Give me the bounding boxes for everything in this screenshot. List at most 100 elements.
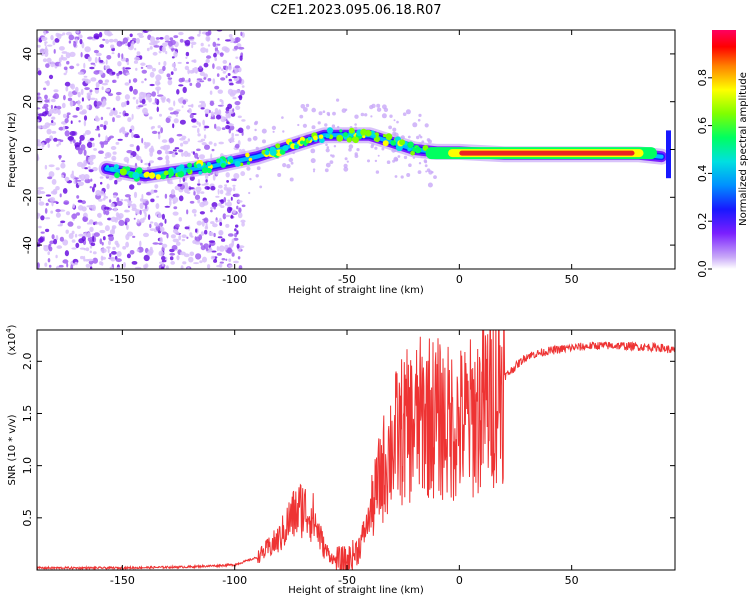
spectrogram-cell <box>230 196 233 201</box>
spectrogram-cell <box>85 155 89 162</box>
spectrogram-cell <box>162 42 168 47</box>
spectrogram-cell <box>112 107 116 111</box>
spectrogram-cell <box>220 77 226 81</box>
spectrogram-cell <box>46 128 52 135</box>
spectrogram-cell <box>204 174 209 180</box>
spectrogram-cell <box>389 114 393 118</box>
spectrogram-cell <box>37 70 42 76</box>
spectrogram-cell <box>110 44 115 49</box>
spectrogram-cell <box>215 114 222 120</box>
spectrogram-cell <box>197 183 201 186</box>
snr-line <box>37 330 675 570</box>
spectrogram-cell <box>61 160 66 163</box>
spectrogram-cell <box>326 146 330 149</box>
spectrogram-cell <box>182 140 189 145</box>
spectrogram-cell <box>381 113 387 119</box>
spectrogram-cell <box>234 232 238 238</box>
spectrogram-cell <box>191 118 197 123</box>
spectrogram-cell <box>377 154 380 157</box>
spectrogram-cell <box>167 182 174 185</box>
spectrogram-cell <box>140 92 146 95</box>
spectrogram-cell <box>88 204 95 209</box>
spectrogram-cell <box>123 262 126 268</box>
spectrogram-cell <box>64 250 69 257</box>
spectrogram-cell <box>277 173 282 177</box>
spectrogram-cell <box>102 98 106 105</box>
spectrogram-cell <box>77 91 81 98</box>
spectrogram-cell <box>201 220 205 227</box>
spectrogram-cell <box>399 139 406 146</box>
spectrogram-cell <box>311 107 317 113</box>
spectrogram-cell <box>196 148 201 152</box>
spectrogram-cell <box>239 55 243 61</box>
spectrogram-cell <box>172 238 179 243</box>
spectrogram-cell <box>116 243 120 248</box>
spectrogram-cell <box>310 148 316 154</box>
spectrogram-cell <box>45 63 50 68</box>
spectrogram-cell <box>86 93 91 100</box>
spectrogram-cell <box>165 265 169 269</box>
spectrogram-cell <box>246 161 251 165</box>
spectrogram-cell <box>103 206 110 210</box>
spectrogram-cell <box>124 133 129 138</box>
spectrogram-cell <box>115 91 122 96</box>
spectrogram-cell <box>157 156 163 161</box>
spectrogram-cell <box>123 199 130 202</box>
spectrogram-cell <box>83 149 87 156</box>
spectrogram-cell <box>119 127 126 133</box>
spectrogram-cell <box>105 88 111 92</box>
spectrogram-cell <box>153 40 160 44</box>
spectrogram-cell <box>166 232 169 239</box>
spectrogram-cell <box>333 145 337 148</box>
spectrogram-cell <box>37 113 45 117</box>
spectrogram-cell <box>150 145 154 152</box>
colorbar-tick-label: 0.4 <box>696 165 709 183</box>
spectrogram-cell <box>158 250 164 257</box>
spectrogram-cell <box>149 116 153 120</box>
spectrogram-cell <box>62 188 68 194</box>
spectrogram-cell <box>60 220 66 224</box>
spectrogram-cell <box>132 96 136 100</box>
spectrogram-cell <box>234 228 237 232</box>
spectrogram-cell <box>39 197 42 202</box>
spectrogram-cell <box>56 144 59 147</box>
spectrogram-cell <box>227 199 231 202</box>
spectrogram-cell <box>225 125 231 130</box>
spectrogram-cell <box>94 87 100 90</box>
spectrogram-cell <box>105 39 109 44</box>
spectrogram-cell <box>168 175 172 179</box>
spectrogram-cell <box>149 151 153 157</box>
spectrogram-cell <box>37 44 41 48</box>
spectrogram-cell <box>213 259 218 263</box>
spectrogram-cell <box>52 95 57 99</box>
spectrogram-cell <box>171 62 176 68</box>
spectrogram-cell <box>174 231 180 235</box>
spectrogram-cell <box>129 184 135 190</box>
spectrogram-cell <box>79 104 83 110</box>
spectrogram-cell <box>37 262 40 269</box>
spectrogram-cell <box>124 217 130 223</box>
spectrogram-cell <box>313 135 318 141</box>
spectrogram-cell <box>235 56 239 59</box>
spectrogram-cell <box>154 98 158 104</box>
spectrogram-cell <box>46 57 52 63</box>
spectrogram-cell <box>112 80 115 83</box>
spectrogram-cell <box>66 112 71 115</box>
spectrogram-cell <box>211 250 217 253</box>
spectrogram-cell <box>202 200 209 206</box>
spectrogram-cell <box>248 157 253 162</box>
spectrogram-cell <box>76 161 84 167</box>
spectrogram-cell <box>125 58 129 63</box>
spectrogram-cell <box>208 141 213 145</box>
spectrogram-cell <box>118 219 125 226</box>
spectrogram-cell <box>89 226 94 232</box>
spectrogram-cell <box>76 30 80 34</box>
spectrogram-cell <box>219 52 224 57</box>
snr-x-tick-label: 50 <box>565 574 579 587</box>
spectrogram-cell <box>128 203 133 207</box>
spectrogram-cell <box>141 98 146 105</box>
spectrogram-cell <box>37 189 42 195</box>
spectrogram-cell <box>188 187 195 190</box>
spectrogram-cell <box>75 177 78 184</box>
spectrogram-cell <box>132 78 138 83</box>
